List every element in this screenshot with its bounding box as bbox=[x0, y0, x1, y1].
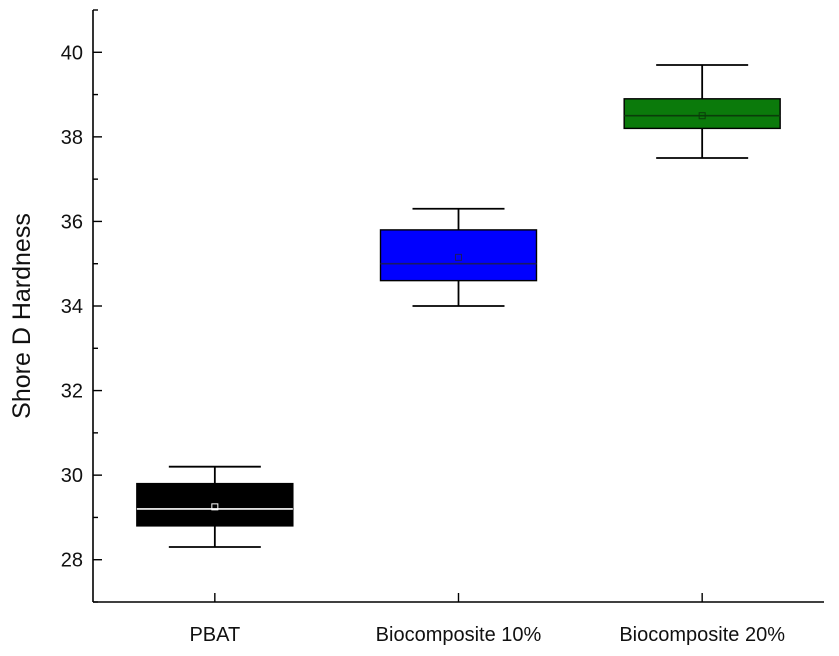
boxes bbox=[136, 64, 781, 548]
x-ticks: PBAT Biocomposite 10% Biocomposite 20% bbox=[189, 593, 785, 646]
mean-marker bbox=[455, 253, 462, 261]
box-2 bbox=[623, 64, 781, 159]
box-0 bbox=[136, 465, 294, 548]
y-tick-label: 38 bbox=[61, 127, 83, 149]
y-tick-label: 40 bbox=[61, 42, 83, 64]
y-tick-label: 32 bbox=[61, 381, 83, 403]
iqr-box bbox=[623, 98, 781, 130]
box-1 bbox=[379, 207, 538, 307]
iqr-box bbox=[379, 229, 538, 282]
y-axis-title: Shore D Hardness bbox=[8, 213, 36, 419]
x-category-label: PBAT bbox=[189, 624, 240, 646]
x-category-label: Biocomposite 20% bbox=[619, 624, 785, 646]
y-tick-label: 28 bbox=[61, 550, 83, 572]
y-tick-label: 30 bbox=[61, 465, 83, 487]
x-category-label: Biocomposite 10% bbox=[376, 624, 542, 646]
mean-marker bbox=[698, 112, 706, 120]
iqr-box bbox=[136, 482, 294, 527]
y-tick-label: 36 bbox=[61, 211, 83, 233]
y-ticks: 28 30 32 34 36 38 40 bbox=[61, 9, 102, 603]
y-tick-label: 34 bbox=[61, 296, 83, 318]
mean-marker bbox=[211, 503, 219, 511]
